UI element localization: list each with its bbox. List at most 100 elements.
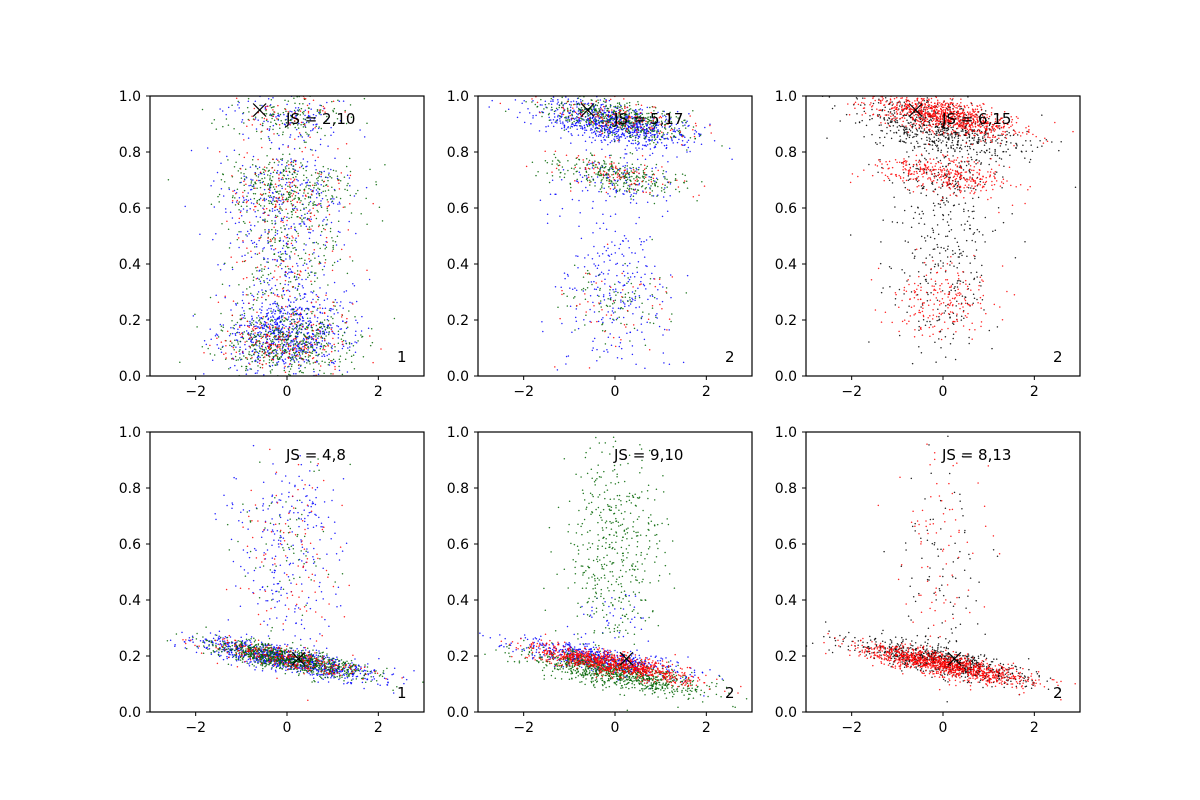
scatter-point xyxy=(260,131,262,133)
scatter-point xyxy=(279,190,281,192)
scatter-point xyxy=(638,184,640,186)
scatter-point xyxy=(299,133,302,136)
scatter-point xyxy=(290,301,292,303)
scatter-point xyxy=(269,238,272,241)
scatter-point xyxy=(280,208,282,210)
scatter-point xyxy=(613,129,615,132)
scatter-point xyxy=(319,307,321,309)
scatter-point xyxy=(277,184,280,187)
scatter-point xyxy=(302,371,304,374)
scatter-point xyxy=(300,348,303,351)
scatter-point xyxy=(621,357,623,360)
scatter-point xyxy=(307,337,310,340)
scatter-point xyxy=(290,340,292,343)
scatter-point xyxy=(304,213,306,215)
scatter-point xyxy=(258,198,261,201)
scatter-point xyxy=(249,228,252,231)
scatter-point xyxy=(607,128,610,130)
scatter-point xyxy=(588,168,591,170)
scatter-point xyxy=(582,290,585,292)
scatter-point xyxy=(704,126,706,129)
scatter-point xyxy=(228,247,231,249)
scatter-point xyxy=(239,353,241,355)
scatter-point xyxy=(352,345,355,347)
scatter-point xyxy=(294,169,296,171)
scatter-point xyxy=(610,121,612,123)
scatter-point xyxy=(653,129,656,132)
scatter-point xyxy=(289,195,291,198)
scatter-point xyxy=(327,364,330,366)
scatter-point xyxy=(342,339,345,342)
scatter-point xyxy=(254,116,257,118)
scatter-point xyxy=(230,309,232,311)
scatter-point xyxy=(592,178,595,181)
scatter-point xyxy=(616,317,619,319)
scatter-point xyxy=(275,327,278,330)
scatter-point xyxy=(295,237,297,240)
scatter-point xyxy=(308,231,310,234)
scatter-point xyxy=(292,309,295,311)
scatter-point xyxy=(342,320,344,322)
scatter-point xyxy=(297,343,299,345)
scatter-point xyxy=(309,231,312,234)
scatter-point xyxy=(591,128,593,131)
scatter-point xyxy=(285,245,288,247)
scatter-point xyxy=(596,360,598,362)
scatter-point xyxy=(319,345,322,348)
scatter-point xyxy=(346,116,349,118)
scatter-point xyxy=(532,100,534,102)
scatter-point xyxy=(614,135,616,138)
scatter-point xyxy=(281,159,283,162)
scatter-point xyxy=(250,256,253,259)
scatter-point xyxy=(670,124,673,126)
scatter-point xyxy=(321,224,324,227)
scatter-point xyxy=(354,316,356,318)
scatter-point xyxy=(627,124,629,126)
scatter-point xyxy=(295,332,297,335)
scatter-point xyxy=(644,273,646,275)
scatter-point xyxy=(319,322,322,325)
scatter-point xyxy=(551,163,553,165)
scatter-point xyxy=(283,327,286,329)
scatter-point xyxy=(620,105,622,108)
scatter-point xyxy=(322,227,325,230)
scatter-point xyxy=(310,193,313,195)
scatter-point xyxy=(332,373,334,375)
scatter-point xyxy=(259,104,261,107)
scatter-point xyxy=(318,353,320,355)
scatter-point xyxy=(262,293,264,296)
scatter-point xyxy=(267,105,269,107)
scatter-point xyxy=(246,152,248,154)
scatter-point xyxy=(327,325,329,328)
scatter-point xyxy=(649,154,651,156)
scatter-point xyxy=(550,106,553,109)
scatter-point xyxy=(319,321,322,323)
scatter-point xyxy=(317,255,320,257)
scatter-point xyxy=(291,181,293,184)
scatter-point xyxy=(303,348,305,350)
scatter-point xyxy=(273,200,276,202)
scatter-point xyxy=(298,328,300,330)
scatter-point xyxy=(328,327,331,329)
scatter-point xyxy=(614,134,616,136)
scatter-point xyxy=(284,119,287,121)
scatter-point xyxy=(297,313,300,316)
scatter-point xyxy=(622,285,624,287)
scatter-point xyxy=(287,160,289,162)
scatter-point xyxy=(266,338,268,340)
scatter-point xyxy=(625,153,628,155)
scatter-point xyxy=(316,108,319,111)
scatter-point xyxy=(615,130,617,133)
scatter-point xyxy=(219,323,222,326)
scatter-point xyxy=(577,97,580,99)
scatter-point xyxy=(201,346,204,348)
scatter-point xyxy=(567,130,570,133)
scatter-point xyxy=(585,121,588,123)
scatter-point xyxy=(570,167,573,170)
scatter-point xyxy=(249,337,251,340)
scatter-point xyxy=(245,176,247,178)
scatter-point xyxy=(297,113,299,115)
scatter-point xyxy=(320,113,322,116)
scatter-point xyxy=(324,247,326,250)
scatter-point xyxy=(267,241,270,243)
